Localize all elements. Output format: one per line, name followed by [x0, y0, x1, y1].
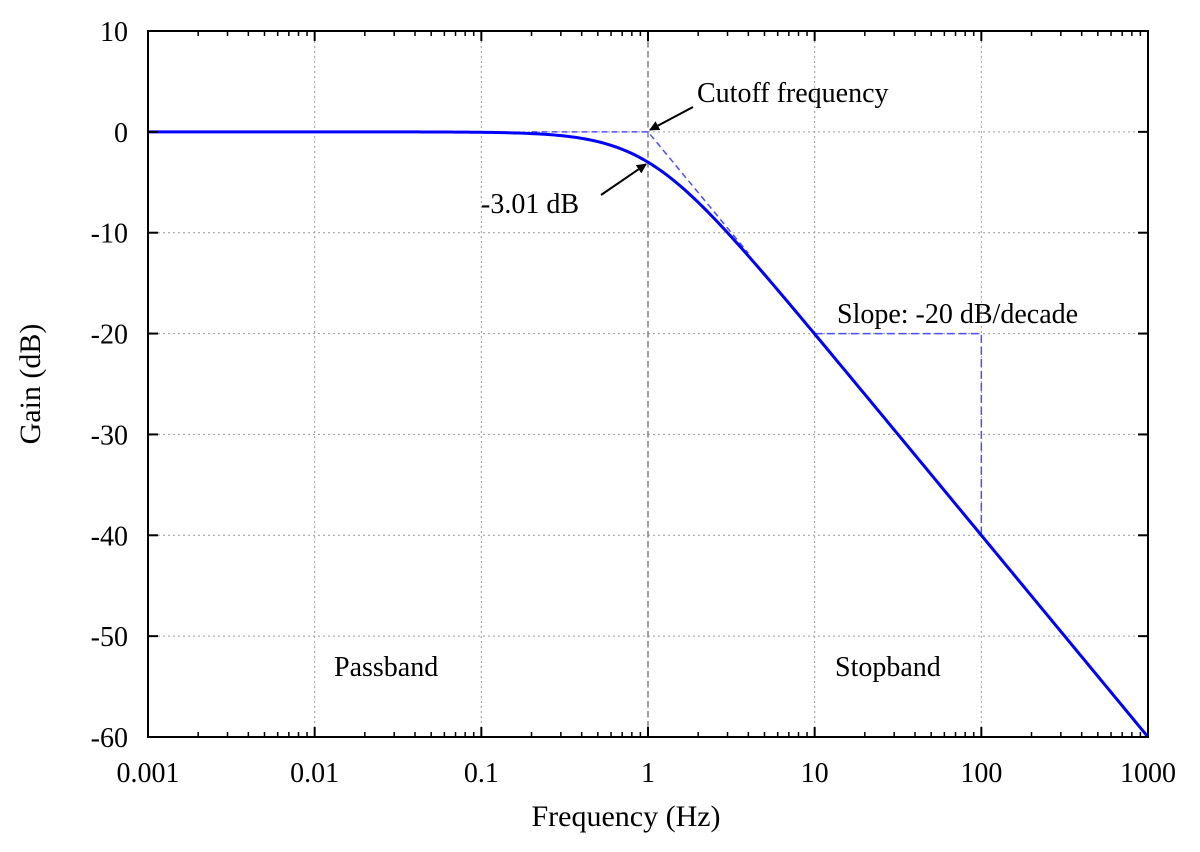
tick-layer — [147, 30, 1149, 738]
series-layer — [148, 130, 1150, 738]
cutoff-frequency-label: Cutoff frequency — [697, 78, 889, 109]
asymptote-line — [531, 131, 749, 254]
minus-3db-arrow — [600, 163, 647, 196]
guide-layer — [531, 31, 983, 737]
y-tick-label: -50 — [91, 622, 128, 653]
stopband-label: Stopband — [835, 652, 941, 683]
y-tick-label: 10 — [100, 17, 128, 48]
tick-labels: 0.001 0.01 0.1 1 10 100 1000100-10-20-30-40-50… — [91, 17, 1176, 789]
x-tick-label: 0.01 — [290, 758, 339, 789]
minor-ticks — [197, 31, 1142, 737]
x-tick-label: 0.001 — [117, 758, 180, 789]
x-tick-label: 1000 — [1120, 758, 1176, 789]
x-axis-title: Frequency (Hz) — [531, 800, 720, 833]
x-tick-label: 100 — [960, 758, 1002, 789]
x-tick-label: 0.1 — [464, 758, 499, 789]
x-tick-label: 10 — [801, 758, 829, 789]
y-tick-label: -30 — [91, 420, 128, 451]
annotations: Cutoff frequency -3.01 dB Slope: -20 dB/… — [334, 78, 1078, 683]
y-tick-label: -20 — [91, 320, 128, 351]
slope-label: Slope: -20 dB/decade — [837, 299, 1078, 330]
y-tick-label: -40 — [91, 521, 128, 552]
passband-label: Passband — [334, 652, 438, 683]
minus-3db-label: -3.01 dB — [481, 189, 579, 220]
y-tick-label: 0 — [114, 118, 128, 149]
x-tick-label: 1 — [641, 758, 655, 789]
cutoff-arrow — [649, 106, 694, 131]
y-axis-title: Gain (dB) — [14, 324, 47, 445]
y-tick-label: -10 — [91, 219, 128, 250]
y-tick-label: -60 — [91, 723, 128, 754]
response-curve — [148, 130, 1150, 738]
slope-guide — [814, 332, 983, 536]
